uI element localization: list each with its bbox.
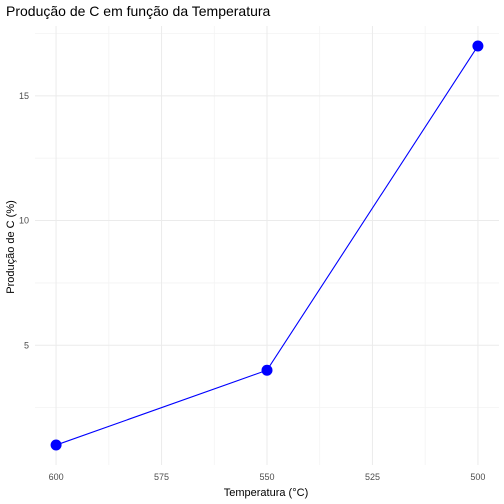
y-axis-ticks: 5 10 15 [19,91,29,350]
data-point [261,364,273,376]
y-tick-label: 15 [19,91,29,101]
x-tick-label: 525 [365,472,380,482]
x-tick-label: 500 [470,472,485,482]
plot-grid [35,26,499,465]
x-axis-ticks: 600 575 550 525 500 [49,472,486,482]
x-tick-label: 575 [154,472,169,482]
data-point [50,439,62,451]
y-axis-title: Produção de C (%) [5,200,17,294]
data-point [472,40,484,52]
x-tick-label: 600 [49,472,64,482]
y-tick-label: 5 [24,340,29,350]
y-tick-label: 10 [19,216,29,226]
chart-title: Produção de C em função da Temperatura [6,3,271,19]
x-tick-label: 550 [259,472,274,482]
series-layer [50,40,484,451]
x-axis-title: Temperatura (°C) [224,487,308,499]
